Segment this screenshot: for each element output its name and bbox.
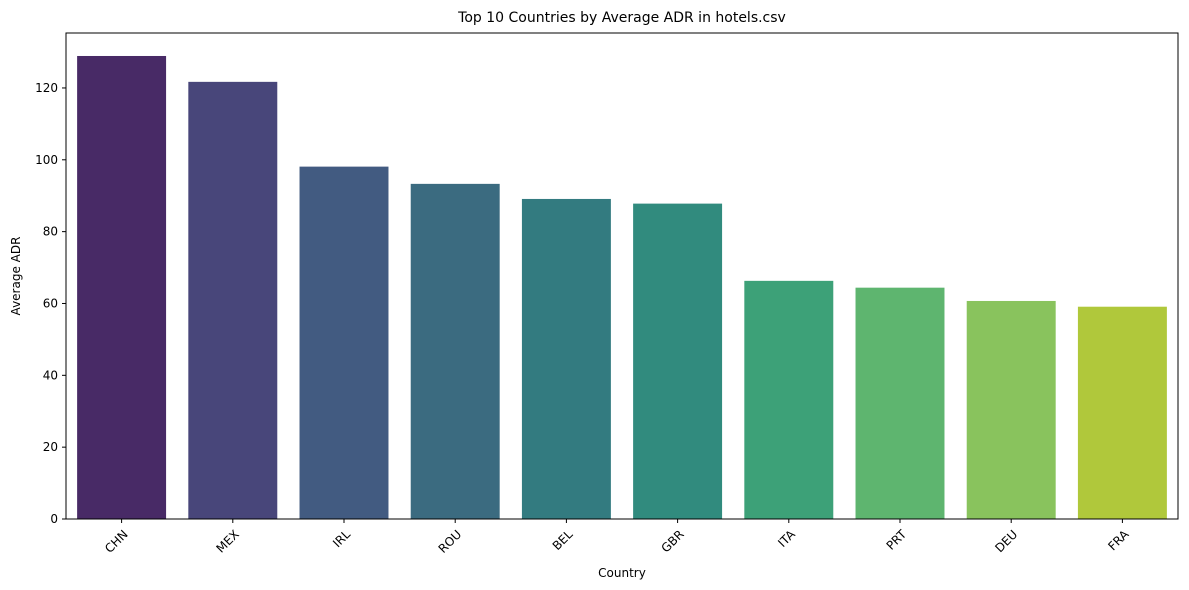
bar-bel xyxy=(521,198,611,519)
y-axis: 0 20 40 60 80 100 120 xyxy=(35,81,66,526)
bar-chn xyxy=(77,55,167,519)
bar-rou xyxy=(410,183,500,519)
x-tick-label: ITA xyxy=(775,527,798,550)
x-tick-label: DEU xyxy=(992,527,1020,555)
x-axis: CHN MEX IRL ROU BEL GBR ITA PRT DEU FRA xyxy=(102,519,1132,556)
x-tick-label: BEL xyxy=(550,527,576,553)
x-axis-title: Country xyxy=(598,566,646,580)
bars-group xyxy=(77,55,1167,520)
y-tick-label: 40 xyxy=(43,368,58,382)
bar-prt xyxy=(855,287,945,519)
y-tick-label: 80 xyxy=(43,225,58,239)
y-tick-label: 120 xyxy=(35,81,58,95)
y-tick-label: 100 xyxy=(35,153,58,167)
chart-title: Top 10 Countries by Average ADR in hotel… xyxy=(457,10,786,26)
y-tick-label: 0 xyxy=(50,512,58,526)
x-tick-label: MEX xyxy=(214,527,242,555)
x-tick-label: ROU xyxy=(436,527,465,556)
x-tick-label: CHN xyxy=(102,527,131,556)
y-tick-label: 60 xyxy=(43,296,58,310)
x-tick-label: IRL xyxy=(330,527,353,550)
plot-frame xyxy=(65,32,1179,520)
bar-fra xyxy=(1077,306,1167,519)
y-tick-label: 20 xyxy=(43,440,58,454)
bar-mex xyxy=(188,81,278,519)
y-axis-title: Average ADR xyxy=(9,237,23,316)
bar-gbr xyxy=(633,203,723,519)
bar-deu xyxy=(966,300,1056,519)
x-tick-label: FRA xyxy=(1105,527,1132,554)
bar-irl xyxy=(299,166,389,520)
x-tick-label: PRT xyxy=(884,527,910,553)
x-tick-label: GBR xyxy=(659,527,687,555)
bar-ita xyxy=(744,280,834,519)
